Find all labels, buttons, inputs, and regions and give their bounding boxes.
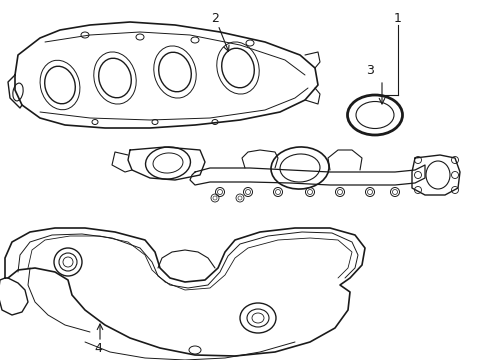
Text: 2: 2 — [211, 12, 219, 24]
Text: 1: 1 — [394, 12, 402, 24]
Text: 3: 3 — [366, 63, 374, 77]
Text: 4: 4 — [94, 342, 102, 355]
